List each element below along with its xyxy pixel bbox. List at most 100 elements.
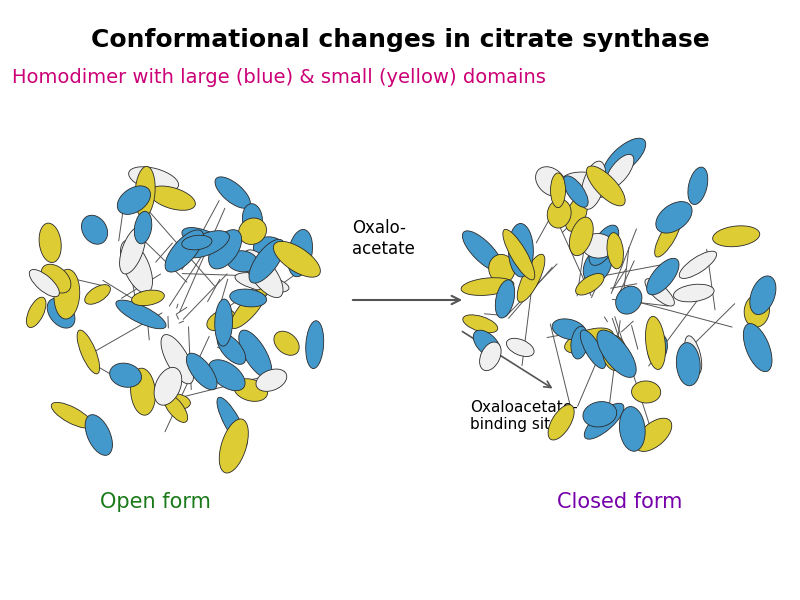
Ellipse shape [506, 338, 534, 356]
Ellipse shape [186, 353, 217, 390]
Ellipse shape [121, 240, 153, 293]
Ellipse shape [256, 369, 286, 391]
Ellipse shape [580, 330, 606, 368]
Ellipse shape [249, 239, 285, 283]
Ellipse shape [561, 172, 614, 198]
Ellipse shape [214, 299, 233, 346]
Text: Homodimer with large (blue) & small (yellow) domains: Homodimer with large (blue) & small (yel… [12, 68, 546, 87]
Ellipse shape [163, 394, 188, 422]
Ellipse shape [207, 310, 234, 331]
Ellipse shape [463, 315, 498, 333]
Ellipse shape [583, 248, 612, 283]
Ellipse shape [41, 264, 71, 293]
Ellipse shape [238, 218, 266, 244]
Ellipse shape [570, 217, 594, 256]
Ellipse shape [77, 330, 100, 374]
Ellipse shape [154, 367, 182, 405]
Ellipse shape [743, 323, 772, 371]
Ellipse shape [85, 284, 110, 304]
Ellipse shape [118, 186, 150, 214]
Ellipse shape [674, 284, 714, 302]
Ellipse shape [583, 401, 617, 427]
Ellipse shape [462, 231, 502, 272]
Ellipse shape [116, 300, 166, 329]
Ellipse shape [607, 233, 623, 269]
Ellipse shape [582, 233, 614, 258]
Ellipse shape [47, 298, 75, 328]
Ellipse shape [646, 316, 666, 370]
Ellipse shape [274, 331, 299, 355]
Ellipse shape [685, 336, 702, 374]
Ellipse shape [744, 295, 770, 327]
Ellipse shape [82, 215, 107, 244]
Ellipse shape [645, 278, 674, 306]
Ellipse shape [135, 166, 155, 217]
Ellipse shape [54, 269, 80, 319]
Ellipse shape [547, 199, 571, 228]
Ellipse shape [656, 202, 692, 233]
Ellipse shape [242, 203, 262, 235]
Ellipse shape [288, 229, 313, 277]
Ellipse shape [480, 342, 501, 371]
Ellipse shape [110, 363, 142, 387]
Text: Open form: Open form [99, 492, 210, 512]
Ellipse shape [566, 197, 587, 232]
Ellipse shape [509, 223, 534, 277]
Ellipse shape [597, 330, 636, 377]
Ellipse shape [495, 280, 514, 318]
Ellipse shape [503, 229, 534, 280]
Ellipse shape [217, 334, 246, 364]
Ellipse shape [616, 286, 642, 314]
Ellipse shape [274, 241, 320, 277]
Ellipse shape [550, 173, 566, 208]
Ellipse shape [85, 415, 113, 455]
Ellipse shape [131, 290, 164, 305]
Ellipse shape [548, 404, 574, 440]
Ellipse shape [306, 321, 324, 368]
Ellipse shape [631, 381, 661, 403]
Ellipse shape [648, 334, 667, 363]
Ellipse shape [150, 186, 195, 210]
Ellipse shape [51, 403, 93, 428]
Ellipse shape [646, 259, 679, 295]
Ellipse shape [230, 289, 266, 307]
Text: Oxaloacetate-
binding sites: Oxaloacetate- binding sites [470, 400, 578, 433]
Ellipse shape [518, 254, 545, 302]
Ellipse shape [254, 237, 284, 259]
Ellipse shape [571, 326, 588, 359]
Ellipse shape [576, 274, 604, 295]
Text: Conformational changes in citrate synthase: Conformational changes in citrate syntha… [90, 28, 710, 52]
Ellipse shape [474, 330, 501, 358]
Ellipse shape [235, 272, 289, 293]
Ellipse shape [589, 225, 618, 265]
Ellipse shape [586, 166, 625, 206]
Ellipse shape [182, 227, 227, 253]
Ellipse shape [654, 215, 682, 257]
Ellipse shape [165, 230, 203, 272]
Ellipse shape [129, 167, 178, 191]
Ellipse shape [602, 335, 626, 370]
Ellipse shape [461, 278, 514, 295]
Ellipse shape [119, 226, 146, 274]
Ellipse shape [563, 176, 588, 207]
Ellipse shape [489, 254, 515, 283]
Ellipse shape [584, 403, 624, 439]
Text: Oxalo-
acetate: Oxalo- acetate [352, 219, 415, 258]
Ellipse shape [679, 251, 717, 278]
Ellipse shape [215, 177, 250, 208]
Ellipse shape [750, 276, 776, 314]
Ellipse shape [209, 230, 242, 269]
Ellipse shape [688, 167, 708, 205]
Ellipse shape [227, 251, 258, 272]
Ellipse shape [230, 289, 266, 329]
Ellipse shape [134, 211, 152, 244]
Ellipse shape [535, 167, 566, 196]
Ellipse shape [30, 269, 59, 297]
Ellipse shape [234, 379, 267, 401]
Ellipse shape [182, 235, 212, 250]
Ellipse shape [619, 407, 645, 451]
Ellipse shape [552, 319, 586, 340]
Ellipse shape [209, 360, 245, 391]
Ellipse shape [183, 230, 230, 258]
Ellipse shape [244, 250, 283, 298]
